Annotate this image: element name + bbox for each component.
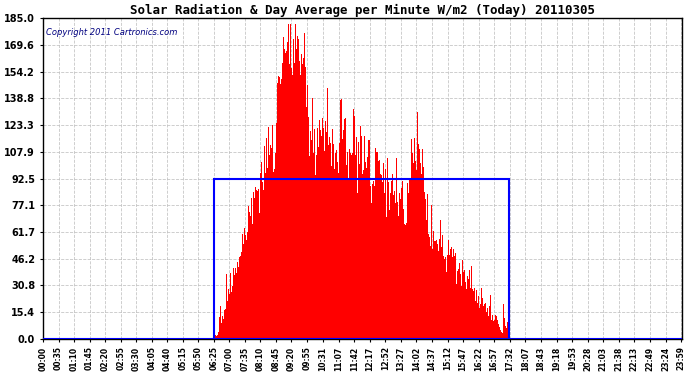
Bar [214,178,509,339]
Text: Copyright 2011 Cartronics.com: Copyright 2011 Cartronics.com [46,28,177,37]
Title: Solar Radiation & Day Average per Minute W/m2 (Today) 20110305: Solar Radiation & Day Average per Minute… [130,4,595,17]
